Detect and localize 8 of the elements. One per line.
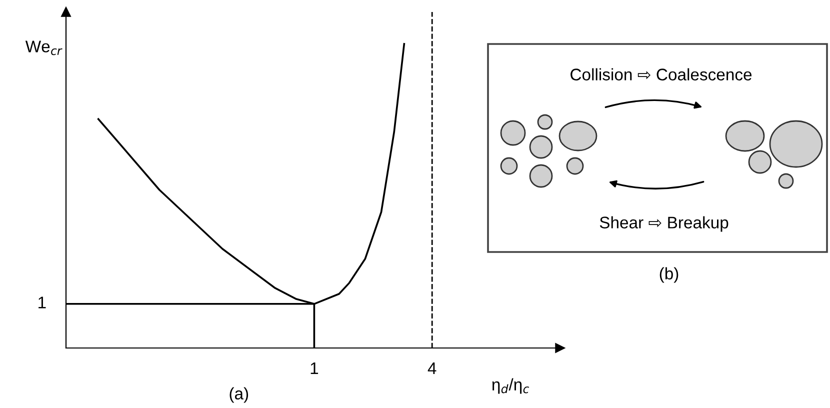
x-axis-title: η$_{d}$/η$_{c}$ (492, 378, 530, 394)
text: Shear ⇨ Breakup (600, 216, 728, 232)
annotation: 1 (38, 296, 46, 308)
y-axis-title: We$_{cr}$ (25, 40, 62, 56)
text: (b) (660, 267, 678, 283)
text: Collision ⇨ Coalescence (570, 68, 752, 80)
x-tick-label: 4 (428, 362, 436, 374)
text: (a) (230, 387, 248, 403)
